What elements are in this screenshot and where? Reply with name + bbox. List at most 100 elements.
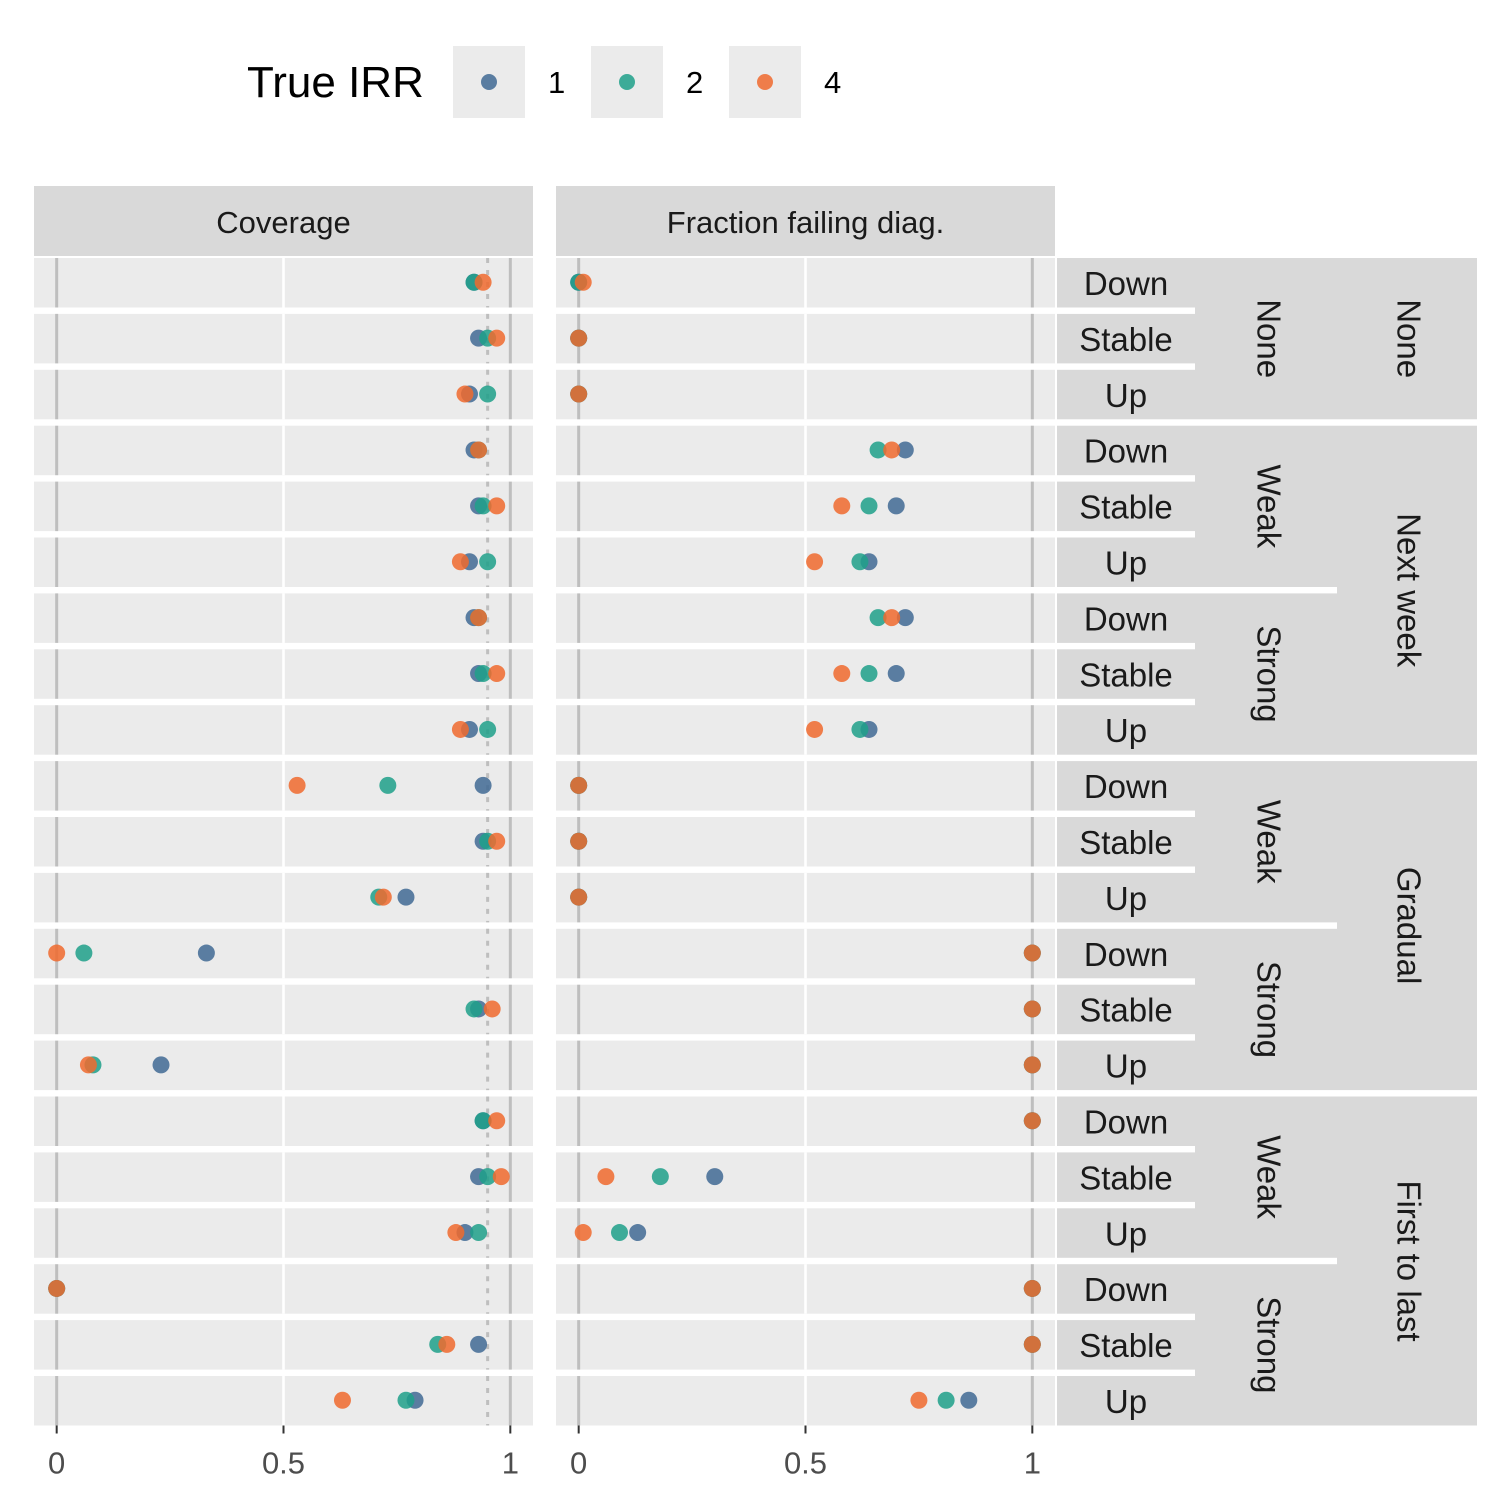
group-strip-label: First to last	[1390, 1180, 1427, 1341]
data-point-irr-2	[75, 944, 93, 962]
row-strip-label: Down	[1084, 1104, 1168, 1141]
data-point-irr-4	[451, 553, 469, 571]
panels	[34, 258, 1055, 1426]
legend-item-2: 2	[591, 46, 703, 118]
row-strip-bg	[1057, 872, 1195, 923]
subgroup-strip-label: None	[1250, 299, 1287, 378]
data-point-irr-4	[48, 944, 66, 962]
data-point-irr-4	[438, 1335, 456, 1353]
panel-row	[34, 1320, 533, 1370]
subgroup-strip-bg	[1195, 425, 1337, 587]
group-strip-first-to-last: First to last	[1337, 1096, 1477, 1426]
legend-label-2: 2	[686, 65, 703, 100]
x-tick-label: 0	[570, 1446, 587, 1481]
row-strip-down: Down	[1057, 258, 1195, 308]
row-strip-label: Up	[1105, 712, 1147, 749]
panel-row	[34, 1208, 533, 1258]
data-point-irr-4	[79, 1056, 97, 1074]
data-point-irr-4	[1023, 1112, 1041, 1130]
data-point-irr-4	[1023, 944, 1041, 962]
subgroup-strip-strong: Strong	[1195, 928, 1337, 1091]
panel-strip-bg	[556, 186, 1055, 256]
data-point-irr-4	[488, 497, 506, 515]
data-point-irr-4	[570, 329, 588, 347]
row-strip-down: Down	[1057, 761, 1195, 811]
panel-strip-label: Coverage	[216, 205, 350, 240]
subgroup-strip-label: Strong	[1250, 1296, 1287, 1393]
subgroup-strip-none: None	[1195, 258, 1337, 420]
data-point-irr-4	[1023, 1000, 1041, 1018]
panel-row	[34, 481, 533, 532]
panel-row	[556, 1376, 1055, 1426]
subgroup-strip-bg	[1195, 761, 1337, 923]
row-strip-bg	[1057, 649, 1195, 699]
panel-row	[556, 817, 1055, 867]
subgroup-strip-weak: Weak	[1195, 761, 1337, 923]
row-strip-label: Down	[1084, 1271, 1168, 1308]
row-strip-stable: Stable	[1057, 481, 1195, 532]
panel-fraction-failing-diag	[556, 258, 1055, 1426]
legend-label-1: 1	[548, 65, 565, 100]
data-point-irr-4	[570, 832, 588, 850]
data-point-irr-2	[851, 720, 869, 738]
row-strip-label: Up	[1105, 1215, 1147, 1252]
data-point-irr-4	[447, 1224, 465, 1242]
row-strip-down: Down	[1057, 1096, 1195, 1146]
data-point-irr-4	[1023, 1279, 1041, 1297]
row-strip-bg	[1057, 369, 1195, 420]
x-axes: 0 0.5 1 0 0.5 1	[48, 1425, 1041, 1481]
panel-row	[556, 425, 1055, 476]
row-strip-label: Up	[1105, 545, 1147, 582]
panel-row	[34, 817, 533, 867]
data-point-irr-4	[910, 1391, 928, 1409]
row-strip-down: Down	[1057, 928, 1195, 979]
row-strip-label: Stable	[1079, 656, 1173, 693]
panel-row	[556, 481, 1055, 532]
data-point-irr-2	[851, 553, 869, 571]
data-point-irr-2	[479, 1168, 497, 1186]
data-point-irr-4	[488, 832, 506, 850]
row-strip-bg	[1057, 1264, 1195, 1314]
row-strip-up: Up	[1057, 369, 1195, 420]
data-point-irr-1	[197, 944, 215, 962]
data-point-irr-1	[397, 888, 415, 906]
panel-row	[34, 258, 533, 308]
x-tick-label: 0.5	[784, 1446, 827, 1481]
data-point-irr-2	[937, 1391, 955, 1409]
data-point-irr-4	[451, 720, 469, 738]
x-axis-fraction-failing-diag: 0 0.5 1	[570, 1425, 1041, 1481]
data-point-irr-2	[860, 665, 878, 683]
row-strip-label: Stable	[1079, 1159, 1173, 1196]
row-strip-down: Down	[1057, 425, 1195, 476]
row-strip-bg	[1057, 761, 1195, 811]
row-strip-label: Down	[1084, 433, 1168, 470]
row-strip-up: Up	[1057, 537, 1195, 587]
data-point-irr-4	[1023, 1335, 1041, 1353]
row-strip-label: Up	[1105, 1383, 1147, 1420]
panel-strips: Coverage Fraction failing diag.	[34, 186, 1055, 256]
panel-row	[34, 313, 533, 364]
group-strip-label: Next week	[1390, 513, 1427, 668]
panel-row	[34, 761, 533, 811]
panel-row	[556, 872, 1055, 923]
data-point-irr-2	[611, 1224, 629, 1242]
row-strip-stable: Stable	[1057, 313, 1195, 364]
data-point-irr-2	[397, 1391, 415, 1409]
row-strip-up: Up	[1057, 1040, 1195, 1091]
panel-strip-label: Fraction failing diag.	[667, 205, 944, 240]
x-tick-label: 0.5	[262, 1446, 305, 1481]
subgroup-strip-bg	[1195, 593, 1337, 755]
legend-key-dot	[481, 74, 497, 90]
panel-strip-bg	[34, 186, 533, 256]
panel-row	[556, 984, 1055, 1035]
row-strip-label: Down	[1084, 768, 1168, 805]
data-point-irr-4	[833, 497, 851, 515]
panel-coverage	[34, 258, 533, 1426]
row-strip-up: Up	[1057, 872, 1195, 923]
data-point-irr-2	[869, 609, 887, 627]
legend-key-dot	[757, 74, 773, 90]
data-point-irr-1	[887, 497, 905, 515]
data-point-irr-4	[48, 1279, 66, 1297]
panel-row	[556, 1096, 1055, 1146]
data-point-irr-4	[833, 665, 851, 683]
